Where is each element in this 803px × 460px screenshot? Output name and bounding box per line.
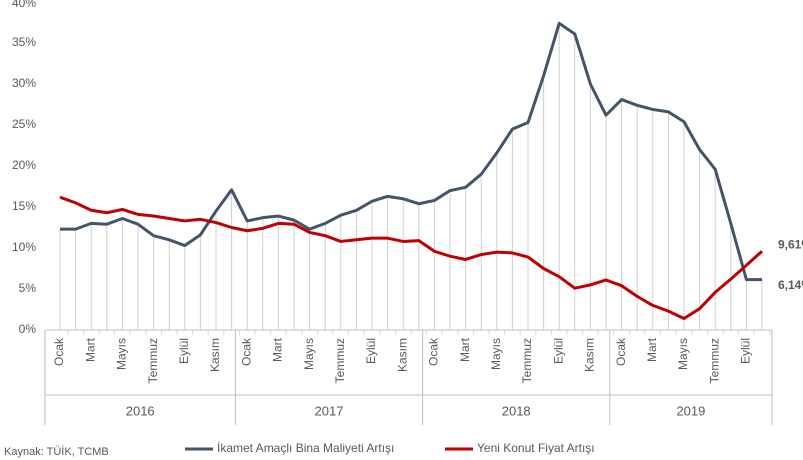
y-tick-label: 5% [19,281,37,295]
y-tick-label: 0% [19,322,37,336]
group-label: 2019 [676,403,705,418]
x-tick-label: Temmuz [146,338,160,383]
x-tick-label: Mart [83,337,97,362]
x-tick-label: Mart [645,337,659,362]
x-tick-label: Temmuz [520,338,534,383]
x-tick-label: Mart [458,337,472,362]
data-label: 9,61% [778,237,803,251]
y-tick-label: 10% [12,240,36,254]
x-tick-label: Kasım [395,338,409,372]
x-tick-label: Mayıs [302,338,316,370]
x-tick-label: Eylül [551,338,565,364]
group-label: 2017 [315,403,344,418]
series-line [59,195,764,321]
legend-label: İkamet Amaçlı Bina Maliyeti Artışı [217,441,394,455]
x-tick-label: Ocak [427,337,441,366]
x-tick-label: Mayıs [489,338,503,370]
x-tick-label: Mayıs [676,338,690,370]
x-tick-label: Kasım [583,338,597,372]
group-label: 2016 [126,403,155,418]
x-tick-label: Temmuz [707,338,721,383]
y-tick-label: 30% [12,76,36,90]
x-tick-label: Eylül [739,338,753,364]
series-line [60,21,762,282]
x-tick-label: Ocak [614,337,628,366]
y-tick-label: 15% [12,199,36,213]
x-tick-label: Kasım [208,338,222,372]
x-tick-label: Ocak [52,337,66,366]
x-tick-label: Mart [271,337,285,362]
source: Kaynak: TÜİK, TCMB [4,445,109,458]
y-tick-label: 25% [12,117,36,131]
y-tick-label: 35% [12,35,36,49]
x-tick-label: Eylül [364,338,378,364]
x-tick-label: Temmuz [333,338,347,383]
x-tick-label: Eylül [177,338,191,364]
group-label: 2018 [502,403,531,418]
y-tick-label: 20% [12,158,36,172]
y-tick-label: 40% [12,0,36,10]
legend-label: Yeni Konut Fiyat Artışı [477,441,595,455]
x-tick-label: Mayıs [115,338,129,370]
data-label: 6,14% [778,278,803,292]
x-tick-label: Ocak [239,337,253,366]
